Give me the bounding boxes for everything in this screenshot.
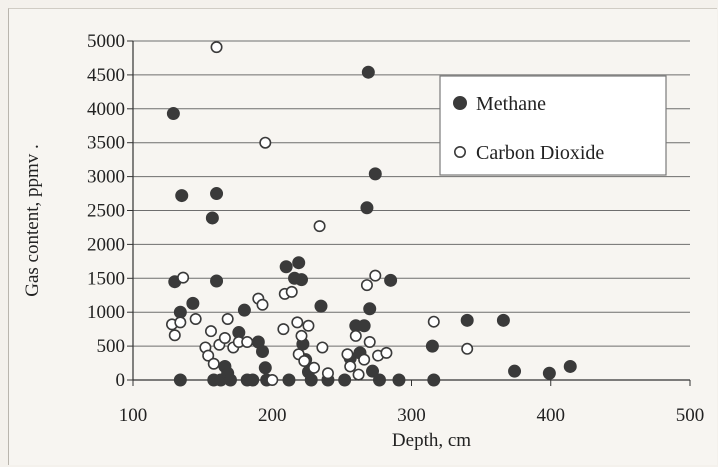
methane-point <box>173 373 187 387</box>
methane-point <box>360 201 374 215</box>
co2-point <box>202 349 215 362</box>
methane-point <box>338 373 352 387</box>
co2-point <box>266 373 279 386</box>
methane-point <box>279 260 293 274</box>
methane-point <box>368 167 382 181</box>
methane-point <box>542 366 556 380</box>
methane-point <box>366 364 380 378</box>
co2-point <box>380 346 393 359</box>
x-tick-label: 100 <box>119 405 148 426</box>
co2-point <box>352 368 365 381</box>
co2-point <box>341 348 354 361</box>
co2-point <box>344 360 357 373</box>
grid-layer <box>133 40 690 347</box>
co2-point <box>308 361 321 374</box>
methane-point <box>246 373 260 387</box>
co2-point <box>295 329 308 342</box>
methane-point <box>282 373 296 387</box>
co2-point <box>298 355 311 368</box>
co2-point <box>316 341 329 354</box>
co2-point <box>363 336 376 349</box>
y-tick-label: 2500 <box>87 201 125 222</box>
methane-point <box>292 256 306 270</box>
co2-point <box>210 41 223 54</box>
legend-box <box>439 75 667 176</box>
y-axis-title: Gas content, ppmv . <box>22 144 43 297</box>
x-tick-label: 300 <box>397 405 426 426</box>
co2-point <box>177 271 190 284</box>
methane-point <box>427 373 441 387</box>
legend-items: Methane Carbon Dioxide <box>453 93 604 164</box>
co2-point <box>259 136 272 149</box>
methane-point <box>294 273 308 287</box>
methane-point <box>357 319 371 333</box>
legend-label: Carbon Dioxide <box>476 142 604 164</box>
methane-point <box>460 313 474 327</box>
co2-point <box>221 312 234 325</box>
methane-point <box>166 107 180 121</box>
co2-point <box>302 319 315 332</box>
co2-point <box>174 316 187 329</box>
methane-point <box>425 339 439 353</box>
co2-point <box>168 329 181 342</box>
methane-point <box>175 189 189 203</box>
y-tick-label: 0 <box>116 370 126 391</box>
y-tick-label: 3000 <box>87 167 125 188</box>
y-tick-label: 4500 <box>87 65 125 86</box>
co2-point <box>358 353 371 366</box>
methane-point <box>314 299 328 313</box>
co2-point <box>277 323 290 336</box>
methane-point <box>496 313 510 327</box>
methane-point <box>384 273 398 287</box>
co2-point <box>349 329 362 342</box>
y-tick-label: 1500 <box>87 268 125 289</box>
legend-methane-marker <box>453 96 467 110</box>
x-tick-label: 400 <box>537 405 566 426</box>
x-tick-label: 500 <box>676 405 705 426</box>
data-points <box>165 41 577 387</box>
co2-point <box>360 279 373 292</box>
co2-point <box>204 325 217 338</box>
methane-point <box>361 65 375 79</box>
y-tick-label: 500 <box>97 336 126 357</box>
y-tick-label: 2000 <box>87 234 125 255</box>
methane-point <box>210 274 224 288</box>
methane-point <box>258 361 272 375</box>
co2-point <box>461 342 474 355</box>
co2-point <box>189 312 202 325</box>
co2-point <box>321 367 334 380</box>
methane-point <box>392 373 406 387</box>
y-tick-label: 1000 <box>87 302 125 323</box>
co2-point <box>241 336 254 349</box>
legend-label: Methane <box>476 93 546 115</box>
co2-point <box>369 269 382 282</box>
co2-point <box>285 285 298 298</box>
methane-point <box>563 359 577 373</box>
methane-point <box>372 373 386 387</box>
methane-point <box>237 303 251 317</box>
methane-point <box>210 187 224 201</box>
x-axis-title: Depth, cm <box>392 430 471 451</box>
x-tick-label: 200 <box>258 405 287 426</box>
methane-point <box>205 211 219 225</box>
methane-point <box>508 364 522 378</box>
co2-point <box>427 315 440 328</box>
methane-point <box>256 345 270 359</box>
y-tick-label: 5000 <box>87 31 125 52</box>
y-tick-label: 3500 <box>87 133 125 154</box>
methane-point <box>186 296 200 310</box>
co2-point <box>218 331 231 344</box>
legend-co2-marker <box>453 146 466 159</box>
methane-point <box>363 302 377 316</box>
co2-point <box>291 316 304 329</box>
co2-point <box>207 357 220 370</box>
legend: Methane Carbon Dioxide <box>439 75 667 176</box>
co2-point <box>256 298 269 311</box>
tick-labels: 0 500 1000 1500 2000 2500 3000 3500 4000 4500 5000… <box>87 31 704 426</box>
methane-point <box>223 373 237 387</box>
y-tick-label: 4000 <box>87 99 125 120</box>
methane-point <box>304 373 318 387</box>
co2-point <box>313 220 326 233</box>
